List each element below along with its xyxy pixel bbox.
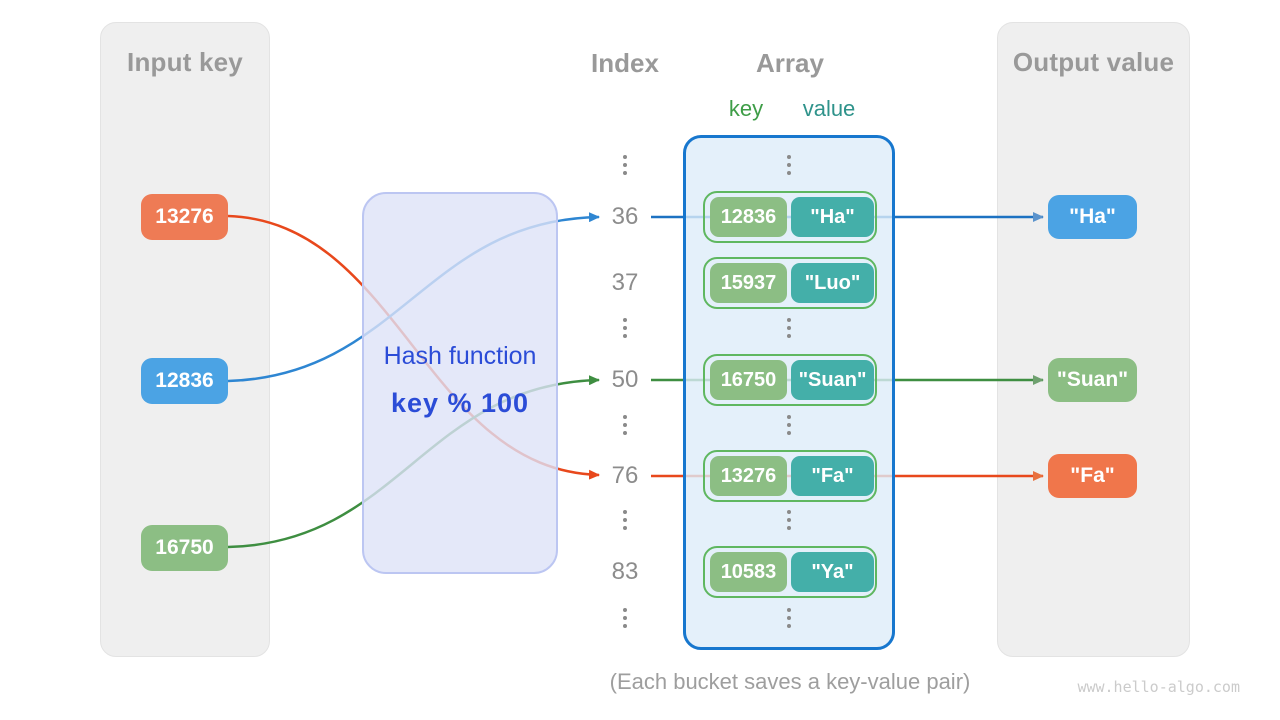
output-value-panel: Output value: [997, 22, 1190, 657]
input-panel-title: Input key: [127, 47, 243, 77]
website-watermark: www.hello-algo.com: [1077, 678, 1240, 696]
index-36: 36: [611, 203, 639, 230]
key-column-label: key: [728, 96, 764, 121]
bucket-key: 13276: [710, 456, 787, 496]
index-ellipsis: [623, 318, 627, 338]
bucket-row-83: 10583 "Ya": [703, 546, 877, 598]
bucket-row-76: 13276 "Fa": [703, 450, 877, 502]
array-ellipsis: [787, 155, 791, 175]
index-50: 50: [611, 366, 639, 393]
hash-function-formula: key % 100: [390, 388, 530, 418]
output-value-suan: "Suan": [1048, 358, 1137, 402]
hash-function-title: Hash function: [383, 342, 537, 370]
index-83: 83: [611, 558, 639, 585]
bucket-row-50: 16750 "Suan": [703, 354, 877, 406]
array-ellipsis: [787, 318, 791, 338]
bucket-key: 12836: [710, 197, 787, 237]
value-column-label: value: [802, 96, 856, 121]
bucket-key: 16750: [710, 360, 787, 400]
bucket-value: "Fa": [791, 456, 874, 496]
bucket-value: "Ya": [791, 552, 874, 592]
index-ellipsis: [623, 608, 627, 628]
bucket-value: "Suan": [791, 360, 874, 400]
input-key-13276: 13276: [141, 194, 228, 240]
bucket-row-36: 12836 "Ha": [703, 191, 877, 243]
input-key-12836: 12836: [141, 358, 228, 404]
array-column-header: Array: [756, 48, 824, 78]
output-panel-title: Output value: [1012, 47, 1175, 77]
index-column-header: Index: [591, 48, 659, 78]
array-ellipsis: [787, 608, 791, 628]
bucket-row-37: 15937 "Luo": [703, 257, 877, 309]
array-ellipsis: [787, 510, 791, 530]
input-key-16750: 16750: [141, 525, 228, 571]
output-value-ha: "Ha": [1048, 195, 1137, 239]
index-76: 76: [611, 462, 639, 489]
figure-caption: (Each bucket saves a key-value pair): [609, 669, 971, 694]
index-ellipsis: [623, 415, 627, 435]
bucket-value: "Luo": [791, 263, 874, 303]
index-37: 37: [611, 269, 639, 296]
array-ellipsis: [787, 415, 791, 435]
output-value-fa: "Fa": [1048, 454, 1137, 498]
bucket-key: 10583: [710, 552, 787, 592]
index-ellipsis: [623, 155, 627, 175]
hash-function-box: Hash function key % 100: [362, 192, 558, 574]
bucket-key: 15937: [710, 263, 787, 303]
index-ellipsis: [623, 510, 627, 530]
bucket-value: "Ha": [791, 197, 874, 237]
